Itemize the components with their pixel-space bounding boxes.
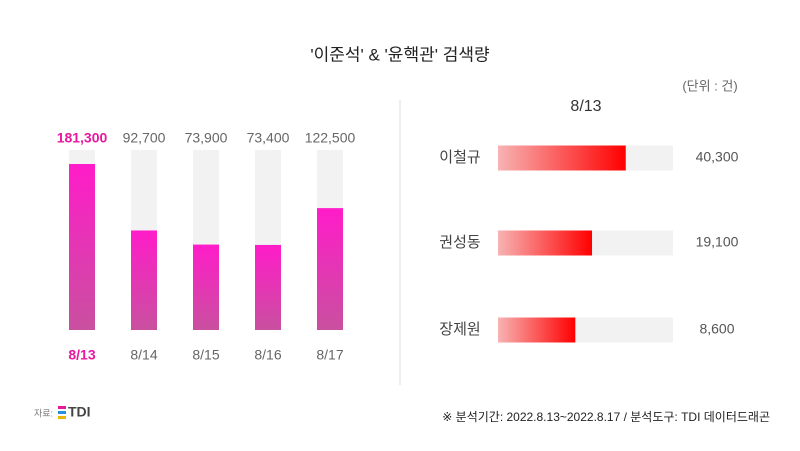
value-label: 73,400 bbox=[247, 130, 290, 146]
bar bbox=[498, 230, 593, 256]
unit-note: (단위 : 건) bbox=[682, 78, 737, 93]
logo-stripe bbox=[58, 416, 66, 419]
logo-stripe bbox=[58, 406, 66, 409]
category-label: 이철규 bbox=[439, 149, 480, 166]
bar bbox=[498, 317, 576, 343]
value-label: 92,700 bbox=[123, 130, 166, 146]
bar bbox=[255, 244, 281, 330]
title: '이준석' & '윤핵관' 검색량 bbox=[310, 45, 490, 64]
bar bbox=[131, 230, 157, 330]
bar bbox=[317, 208, 343, 330]
value-label: 122,500 bbox=[305, 130, 356, 146]
category-label: 8/16 bbox=[254, 347, 281, 363]
bar bbox=[498, 145, 626, 171]
category-label: 8/14 bbox=[130, 347, 157, 363]
source-label: 자료: bbox=[34, 408, 53, 418]
category-label: 8/15 bbox=[192, 347, 219, 363]
value-label: 181,300 bbox=[57, 130, 108, 146]
chart-subtitle: 8/13 bbox=[570, 98, 601, 115]
category-label: 장제원 bbox=[439, 321, 480, 338]
bar bbox=[193, 244, 219, 330]
bar bbox=[69, 164, 95, 330]
logo-stripe bbox=[58, 411, 66, 414]
value-label: 40,300 bbox=[696, 149, 739, 165]
value-label: 73,900 bbox=[185, 130, 228, 146]
category-label: 8/13 bbox=[68, 347, 95, 363]
value-label: 19,100 bbox=[696, 234, 739, 250]
category-label: 8/17 bbox=[316, 347, 343, 363]
source-logo: TDI bbox=[68, 404, 91, 420]
category-label: 권성동 bbox=[439, 234, 481, 251]
value-label: 8,600 bbox=[699, 321, 734, 337]
footnote: ※ 분석기간: 2022.8.13~2022.8.17 / 분석도구: TDI … bbox=[442, 410, 770, 424]
